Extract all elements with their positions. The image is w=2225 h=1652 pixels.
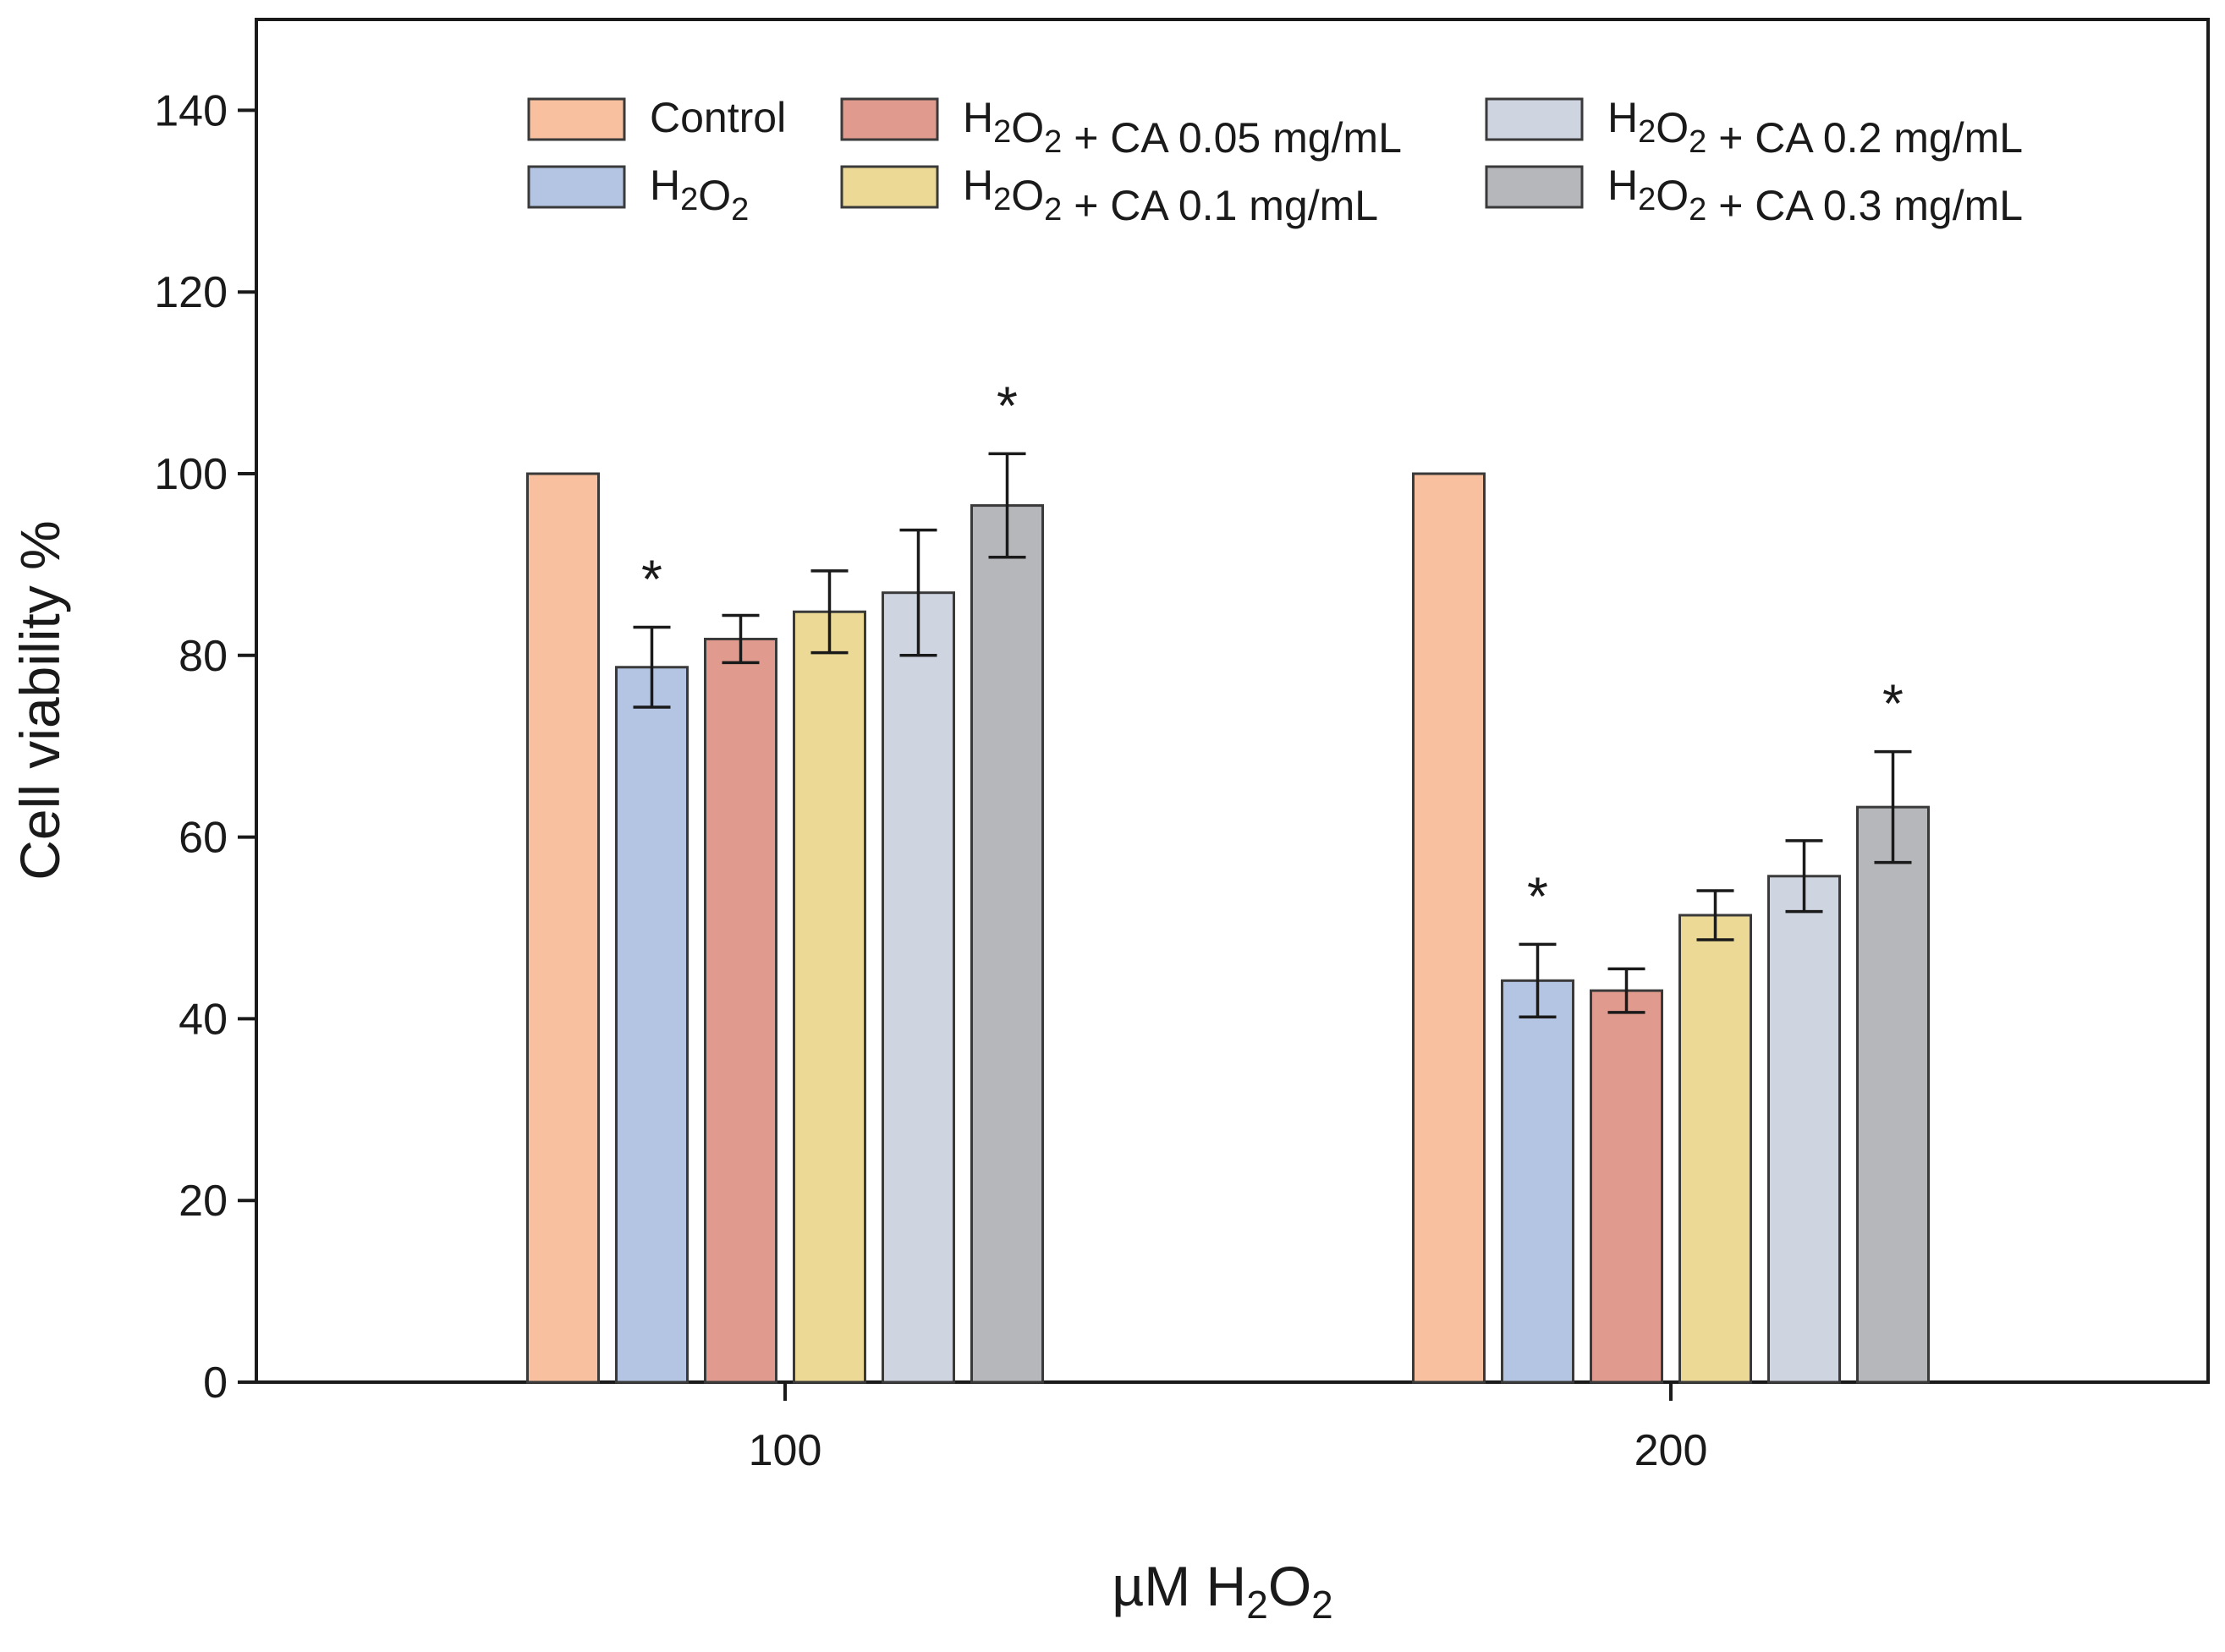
legend-item-h2o2: H2O2 xyxy=(527,162,749,228)
bar-ca01-100 xyxy=(793,610,866,1384)
y-tick-label: 120 xyxy=(154,268,228,317)
legend-swatch xyxy=(840,165,939,209)
legend-swatch xyxy=(1485,165,1584,209)
bar-series-group xyxy=(526,472,1930,1384)
legend-item-ca02: H2O2 + CA 0.2 mg/mL xyxy=(1485,94,2023,162)
legend-label: H2O2 + CA 0.1 mg/mL xyxy=(963,162,1378,229)
y-tick-label: 40 xyxy=(179,995,228,1044)
y-axis: 0 20 40 60 80 100 120 140 xyxy=(154,86,256,1408)
legend-item-ca005: H2O2 + CA 0.05 mg/mL xyxy=(840,94,1402,162)
bar-ca02-100 xyxy=(882,591,955,1384)
y-tick-label: 60 xyxy=(179,814,228,863)
bar-h2o2-200 xyxy=(1501,979,1574,1384)
bar-ca02-200 xyxy=(1767,875,1841,1384)
x-tick-label: 100 xyxy=(749,1426,822,1475)
legend-label: H2O2 xyxy=(650,162,749,228)
y-tick-label: 100 xyxy=(154,450,228,499)
bar-ca03-100 xyxy=(970,504,1044,1384)
significance-marks-group: * * * * xyxy=(641,375,1904,926)
bar-ca03-200 xyxy=(1856,805,1930,1384)
legend-label: H2O2 + CA 0.05 mg/mL xyxy=(963,94,1402,162)
bar-control-200 xyxy=(1412,472,1486,1384)
y-tick-label: 140 xyxy=(154,86,228,135)
legend-item-ca01: H2O2 + CA 0.1 mg/mL xyxy=(840,162,1378,229)
bar-ca01-200 xyxy=(1678,914,1752,1384)
x-axis-title: µM H2O2 xyxy=(1112,1555,1333,1627)
legend-label: H2O2 + CA 0.2 mg/mL xyxy=(1607,94,2023,162)
bar-h2o2-100 xyxy=(615,666,689,1384)
legend-swatch xyxy=(840,97,939,141)
error-bars-group xyxy=(633,452,1912,1019)
y-tick-label: 20 xyxy=(179,1177,228,1226)
x-axis: 100 200 xyxy=(749,1382,1708,1475)
y-tick-label: 80 xyxy=(179,632,228,681)
significance-mark: * xyxy=(1882,673,1904,734)
legend-item-ca03: H2O2 + CA 0.3 mg/mL xyxy=(1485,162,2023,229)
y-axis-title: Cell viability % xyxy=(8,520,71,880)
bar-control-100 xyxy=(526,472,600,1384)
bar-ca005-200 xyxy=(1590,989,1663,1384)
y-tick-label: 0 xyxy=(203,1358,228,1408)
legend-swatch xyxy=(527,165,626,209)
significance-mark: * xyxy=(997,375,1018,436)
significance-mark: * xyxy=(1527,865,1548,926)
legend-swatch xyxy=(527,97,626,141)
legend-swatch xyxy=(1485,97,1584,141)
legend-item-control: Control xyxy=(527,94,786,141)
x-tick-label: 200 xyxy=(1634,1426,1708,1475)
significance-mark: * xyxy=(641,549,662,610)
legend-label: Control xyxy=(650,94,786,141)
legend-label: H2O2 + CA 0.3 mg/mL xyxy=(1607,162,2023,229)
bar-ca005-100 xyxy=(704,637,777,1384)
